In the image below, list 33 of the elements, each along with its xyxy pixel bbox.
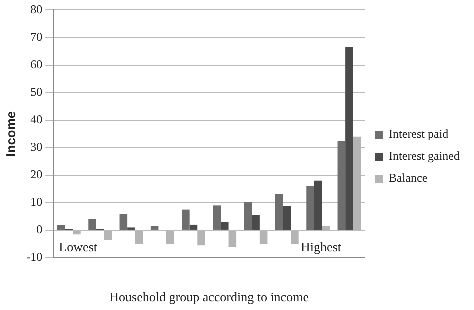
legend-label: Interest gained <box>389 149 460 164</box>
bar <box>252 215 260 230</box>
bar <box>283 206 292 230</box>
legend-label: Balance <box>389 171 428 186</box>
bar <box>182 210 190 230</box>
bar <box>150 226 159 230</box>
legend-label: Interest paid <box>389 127 449 142</box>
bar <box>244 202 252 230</box>
y-tick-label: 60 <box>30 57 43 72</box>
bar <box>220 222 229 230</box>
bar <box>190 224 198 230</box>
y-tick-label: 30 <box>30 140 43 154</box>
annotation: Lowest <box>59 240 98 255</box>
bar <box>306 186 314 230</box>
y-tick-label: 80 <box>30 2 43 16</box>
bar <box>314 180 322 230</box>
bar <box>88 219 96 230</box>
y-axis-title: Income <box>3 111 18 157</box>
bar <box>338 140 346 230</box>
y-tick-label: 10 <box>30 195 43 210</box>
y-tick-label: -10 <box>26 250 43 264</box>
y-tick-label: 40 <box>30 112 43 126</box>
x-axis-title: Household group according to income <box>110 290 310 305</box>
y-tick-label: 20 <box>30 168 43 182</box>
y-tick-label: 70 <box>30 30 43 44</box>
bar <box>120 214 128 230</box>
annotation: Highest <box>301 240 342 255</box>
y-tick-label: 0 <box>36 222 43 237</box>
y-tick-label: 50 <box>30 84 43 99</box>
bar <box>346 47 354 230</box>
bar <box>275 194 284 230</box>
bar <box>57 224 66 230</box>
bar <box>213 206 221 230</box>
